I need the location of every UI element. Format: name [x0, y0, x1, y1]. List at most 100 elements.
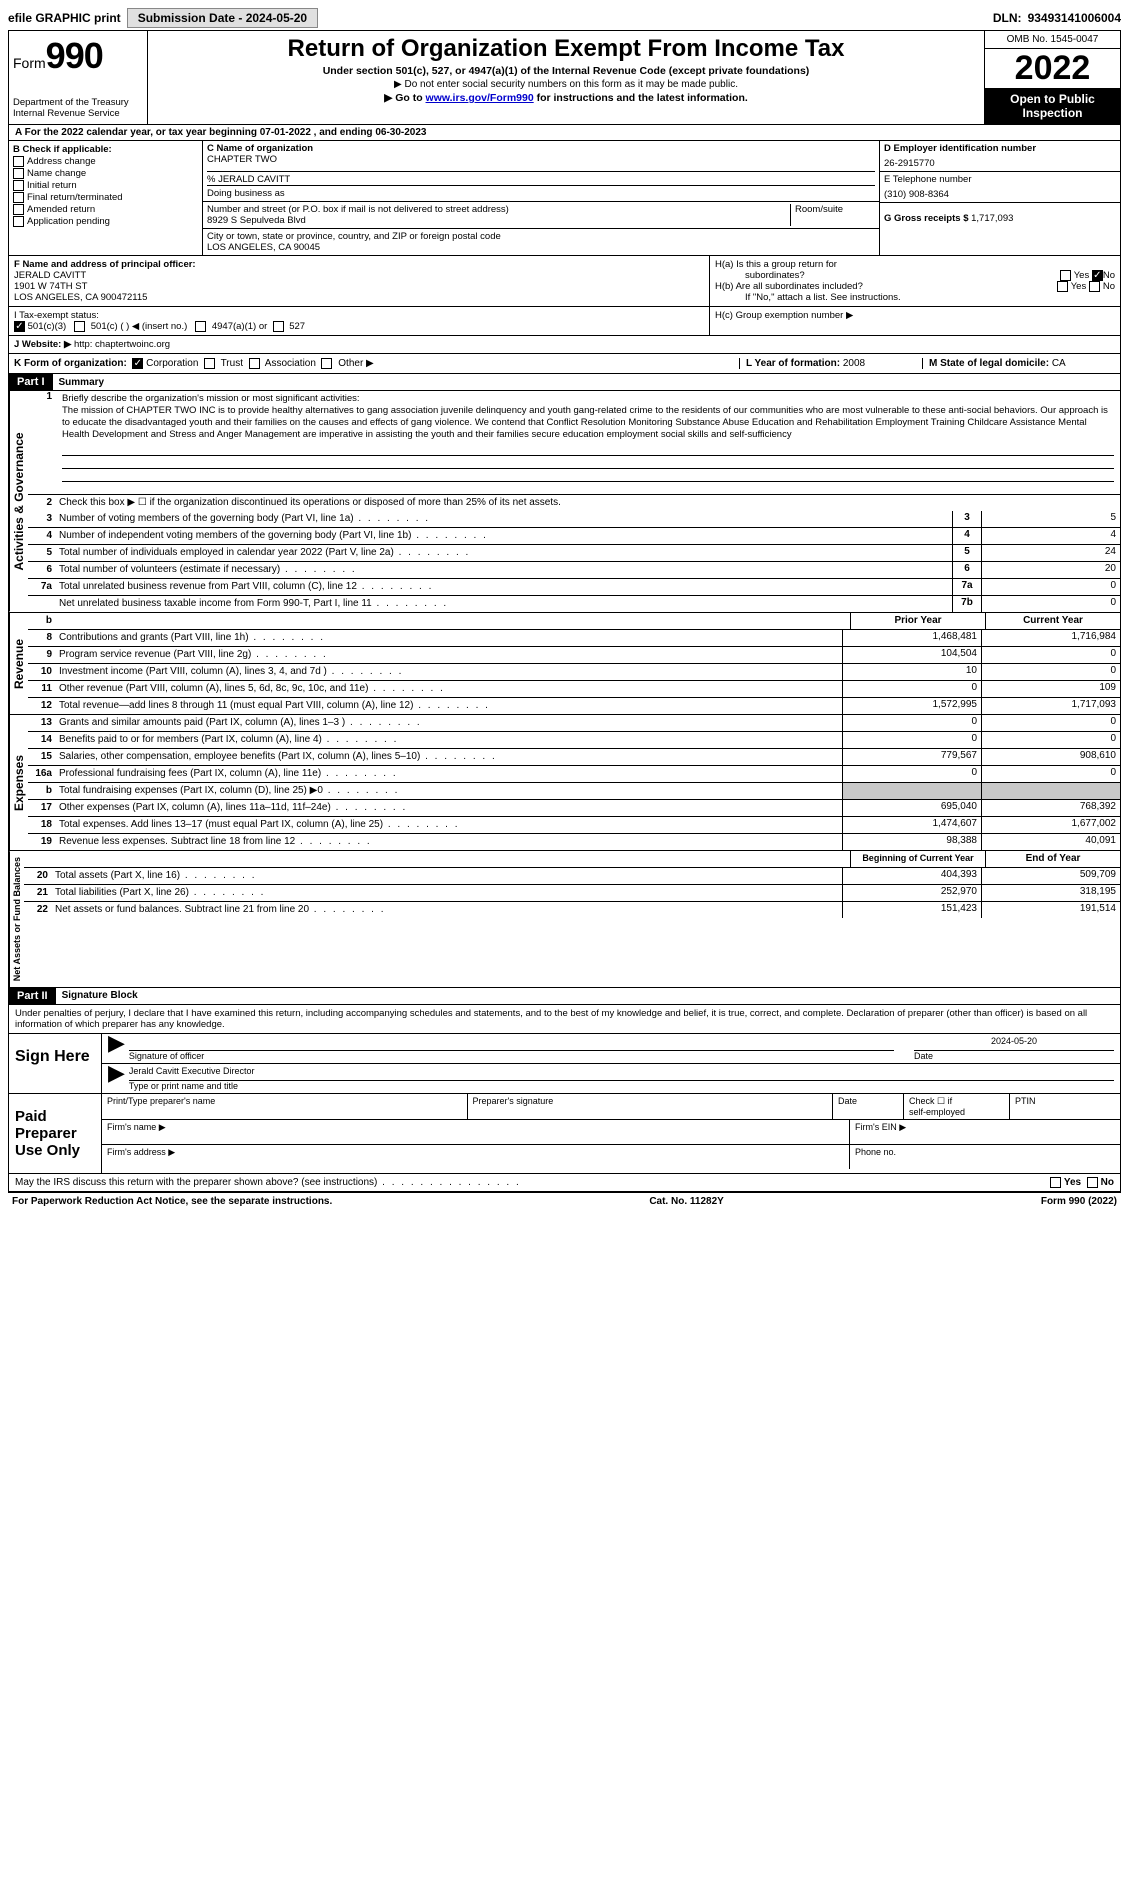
summary-line: 8Contributions and grants (Part VIII, li…: [28, 630, 1120, 647]
label-expenses: Expenses: [9, 715, 28, 850]
hb-label: H(b) Are all subordinates included?: [715, 281, 863, 292]
section-expenses: Expenses 13Grants and similar amounts pa…: [9, 715, 1120, 851]
phone-value: (310) 908-8364: [884, 189, 1116, 200]
dln-label: DLN:: [993, 11, 1022, 25]
chk-other[interactable]: [321, 358, 332, 369]
tax-exempt-status: I Tax-exempt status: ✓ 501(c)(3) 501(c) …: [9, 307, 710, 335]
chk-address-change[interactable]: Address change: [13, 156, 198, 167]
hb-no-chk[interactable]: [1089, 281, 1100, 292]
officer-addr2: LOS ANGELES, CA 900472115: [14, 292, 147, 303]
preparer-sig-label: Preparer's signature: [468, 1094, 834, 1119]
summary-line: 11Other revenue (Part VIII, column (A), …: [28, 681, 1120, 698]
chk-application-pending[interactable]: Application pending: [13, 216, 198, 227]
label-revenue: Revenue: [9, 613, 28, 714]
header-center: Return of Organization Exempt From Incom…: [148, 31, 984, 124]
form-prefix: Form: [13, 55, 46, 71]
summary-line: 7aTotal unrelated business revenue from …: [28, 579, 1120, 596]
chk-initial-return[interactable]: Initial return: [13, 180, 198, 191]
summary-line: 16aProfessional fundraising fees (Part I…: [28, 766, 1120, 783]
ein-value: 26-2915770: [884, 158, 1116, 169]
summary-line: 6Total number of volunteers (estimate if…: [28, 562, 1120, 579]
chk-trust[interactable]: [204, 358, 215, 369]
hb-note: If "No," attach a list. See instructions…: [715, 292, 1115, 303]
open-public-label: Open to Public Inspection: [985, 88, 1120, 124]
form-number: 990: [46, 35, 103, 76]
top-bar: efile GRAPHIC print Submission Date - 20…: [8, 8, 1121, 28]
firm-ein-label: Firm's EIN ▶: [850, 1120, 1120, 1144]
omb-number: OMB No. 1545-0047: [985, 31, 1120, 49]
chk-corp[interactable]: ✓: [132, 358, 143, 369]
tax-year: 2022: [985, 49, 1120, 88]
ha-no-chk[interactable]: ✓: [1092, 270, 1103, 281]
date-label: Date: [914, 1050, 1114, 1061]
section-net-assets: Net Assets or Fund Balances Beginning of…: [9, 851, 1120, 988]
group-return: H(a) Is this a group return for subordin…: [710, 256, 1120, 306]
row-i-hc: I Tax-exempt status: ✓ 501(c)(3) 501(c) …: [9, 307, 1120, 336]
label-activities-governance: Activities & Governance: [9, 391, 28, 612]
preparer-date-label: Date: [833, 1094, 904, 1119]
summary-line: 5Total number of individuals employed in…: [28, 545, 1120, 562]
col-begin-year: Beginning of Current Year: [850, 851, 985, 867]
arrow-icon: ▶: [108, 1066, 129, 1091]
chk-assoc[interactable]: [249, 358, 260, 369]
irs-link[interactable]: www.irs.gov/Form990: [426, 92, 534, 104]
form-header: Form990 Department of the Treasury Inter…: [9, 31, 1120, 125]
perjury-statement: Under penalties of perjury, I declare th…: [9, 1005, 1120, 1034]
chk-501c3[interactable]: ✓: [14, 321, 25, 332]
form-org-label: K Form of organization:: [14, 358, 127, 369]
summary-line: 20Total assets (Part X, line 16)404,3935…: [24, 868, 1120, 885]
subtitle-3: ▶ Go to www.irs.gov/Form990 for instruct…: [154, 92, 978, 104]
room-suite-label: Room/suite: [791, 204, 875, 226]
hb-yes-chk[interactable]: [1057, 281, 1068, 292]
col-prior-year: Prior Year: [850, 613, 985, 629]
page-footer: For Paperwork Reduction Act Notice, see …: [8, 1193, 1121, 1210]
chk-501c[interactable]: [74, 321, 85, 332]
discuss-row: May the IRS discuss this return with the…: [9, 1174, 1120, 1192]
row-a-tax-year: A For the 2022 calendar year, or tax yea…: [9, 125, 1120, 141]
chk-name-change[interactable]: Name change: [13, 168, 198, 179]
ha-label: H(a) Is this a group return for: [715, 259, 837, 270]
gross-label: G Gross receipts $: [884, 213, 968, 224]
chk-amended-return[interactable]: Amended return: [13, 204, 198, 215]
paid-preparer-label: Paid Preparer Use Only: [9, 1094, 102, 1173]
discuss-no-chk[interactable]: [1087, 1177, 1098, 1188]
chk-4947[interactable]: [195, 321, 206, 332]
signature-label: Signature of officer: [129, 1050, 894, 1061]
chk-527[interactable]: [273, 321, 284, 332]
sign-here-section: Sign Here ▶ Signature of officer 2024-05…: [9, 1034, 1120, 1094]
summary-line: 19Revenue less expenses. Subtract line 1…: [28, 834, 1120, 850]
row-j: J Website: ▶ http: chaptertwoinc.org: [9, 336, 1120, 354]
website-label: J Website: ▶: [14, 339, 71, 350]
discuss-yes-chk[interactable]: [1050, 1177, 1061, 1188]
year-formation-label: L Year of formation:: [746, 358, 840, 369]
city-label: City or town, state or province, country…: [207, 231, 875, 242]
header-right: OMB No. 1545-0047 2022 Open to Public In…: [984, 31, 1120, 124]
street-label: Number and street (or P.O. box if mail i…: [207, 204, 790, 215]
org-name: CHAPTER TWO: [207, 154, 875, 165]
signature-date: 2024-05-20: [914, 1036, 1114, 1050]
org-name-label: C Name of organization: [207, 143, 875, 154]
summary-line: 13Grants and similar amounts paid (Part …: [28, 715, 1120, 732]
print-name-label: Type or print name and title: [129, 1080, 1114, 1091]
identity-block: B Check if applicable: Address change Na…: [9, 141, 1120, 256]
col-current-year: Current Year: [985, 613, 1120, 629]
ha-sub: subordinates?: [715, 270, 805, 281]
ha-yes-chk[interactable]: [1060, 270, 1071, 281]
domicile-label: M State of legal domicile:: [929, 358, 1049, 369]
mission-label: Briefly describe the organization's miss…: [62, 393, 360, 404]
summary-line: 22Net assets or fund balances. Subtract …: [24, 902, 1120, 918]
dba-label: Doing business as: [207, 185, 875, 199]
goto-post: for instructions and the latest informat…: [534, 92, 748, 104]
summary-line: 15Salaries, other compensation, employee…: [28, 749, 1120, 766]
part1-title: Summary: [53, 375, 111, 390]
submission-date-button[interactable]: Submission Date - 2024-05-20: [127, 8, 318, 28]
chk-final-return[interactable]: Final return/terminated: [13, 192, 198, 203]
firm-name-label: Firm's name ▶: [102, 1120, 850, 1144]
domicile-value: CA: [1052, 358, 1066, 369]
col-d: D Employer identification number 26-2915…: [879, 141, 1120, 255]
header-left: Form990 Department of the Treasury Inter…: [9, 31, 148, 124]
principal-officer: F Name and address of principal officer:…: [9, 256, 710, 306]
summary-line: 12Total revenue—add lines 8 through 11 (…: [28, 698, 1120, 714]
part1-header-row: Part I Summary: [9, 374, 1120, 391]
subtitle-1: Under section 501(c), 527, or 4947(a)(1)…: [154, 65, 978, 77]
